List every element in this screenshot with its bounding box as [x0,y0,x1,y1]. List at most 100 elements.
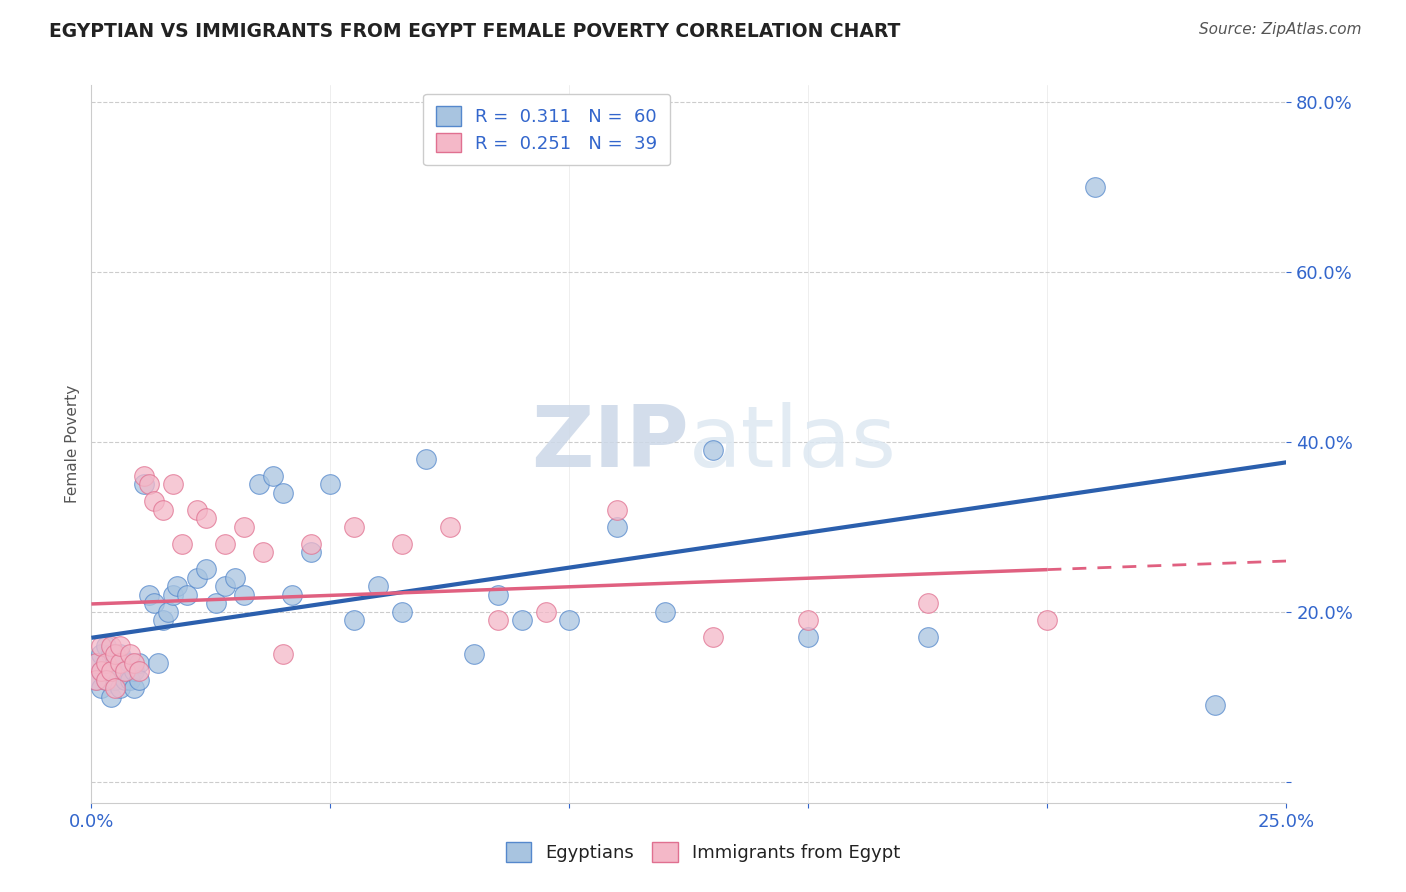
Point [84,673,107,687]
Point [510,613,533,627]
Text: Source: ZipAtlas.com: Source: ZipAtlas.com [1198,22,1361,37]
Point [797,613,820,627]
Point [176,588,198,602]
Point [124,681,146,695]
Point [271,485,294,500]
Legend: Egyptians, Immigrants from Egypt: Egyptians, Immigrants from Egypt [499,835,907,870]
Point [118,656,141,670]
Point [100,664,122,678]
Point [415,451,437,466]
Point [100,690,122,704]
Point [104,647,127,661]
Point [124,664,146,678]
Point [281,588,304,602]
Point [128,673,150,687]
Point [84,656,107,670]
Point [108,639,131,653]
Point [138,588,160,602]
Point [391,605,413,619]
Point [224,571,246,585]
Text: ZIP: ZIP [531,402,689,485]
Point [214,579,236,593]
Point [343,613,366,627]
Point [128,664,150,678]
Point [152,502,174,516]
Point [186,502,208,516]
Point [162,477,184,491]
Point [108,647,131,661]
Point [186,571,208,585]
Point [90,639,112,653]
Point [463,647,485,661]
Point [104,656,127,670]
Point [606,519,628,533]
Point [391,536,413,550]
Point [84,656,107,670]
Point [195,511,218,525]
Point [114,664,136,678]
Point [104,673,127,687]
Point [108,656,131,670]
Point [156,605,179,619]
Point [486,613,509,627]
Point [1084,179,1107,194]
Point [90,664,112,678]
Point [90,664,112,678]
Point [94,656,117,670]
Point [299,545,322,559]
Point [439,519,461,533]
Point [148,656,170,670]
Point [214,536,236,550]
Point [132,468,155,483]
Point [94,673,117,687]
Point [114,673,136,687]
Point [118,647,141,661]
Point [132,477,155,491]
Point [343,519,366,533]
Point [299,536,322,550]
Point [124,656,146,670]
Point [204,596,226,610]
Point [162,588,184,602]
Point [172,536,194,550]
Point [252,545,274,559]
Point [1204,698,1226,712]
Point [100,664,122,678]
Point [797,630,820,644]
Point [534,605,557,619]
Point [1036,613,1059,627]
Point [654,605,676,619]
Point [702,443,724,458]
Point [104,664,127,678]
Text: atlas: atlas [689,402,897,485]
Text: EGYPTIAN VS IMMIGRANTS FROM EGYPT FEMALE POVERTY CORRELATION CHART: EGYPTIAN VS IMMIGRANTS FROM EGYPT FEMALE… [49,22,901,41]
Point [94,639,117,653]
Point [90,647,112,661]
Point [606,502,628,516]
Point [94,656,117,670]
Point [917,596,939,610]
Point [90,681,112,695]
Point [558,613,581,627]
Point [104,681,127,695]
Point [100,639,122,653]
Point [114,664,136,678]
Point [118,673,141,687]
Point [142,596,165,610]
Point [100,647,122,661]
Point [233,519,256,533]
Point [108,681,131,695]
Point [84,673,107,687]
Point [195,562,218,576]
Point [917,630,939,644]
Point [142,494,165,508]
Y-axis label: Female Poverty: Female Poverty [65,384,80,503]
Point [271,647,294,661]
Point [367,579,389,593]
Point [166,579,188,593]
Point [233,588,256,602]
Legend: R =  0.311   N =  60, R =  0.251   N =  39: R = 0.311 N = 60, R = 0.251 N = 39 [423,94,671,165]
Point [702,630,724,644]
Point [138,477,160,491]
Point [262,468,284,483]
